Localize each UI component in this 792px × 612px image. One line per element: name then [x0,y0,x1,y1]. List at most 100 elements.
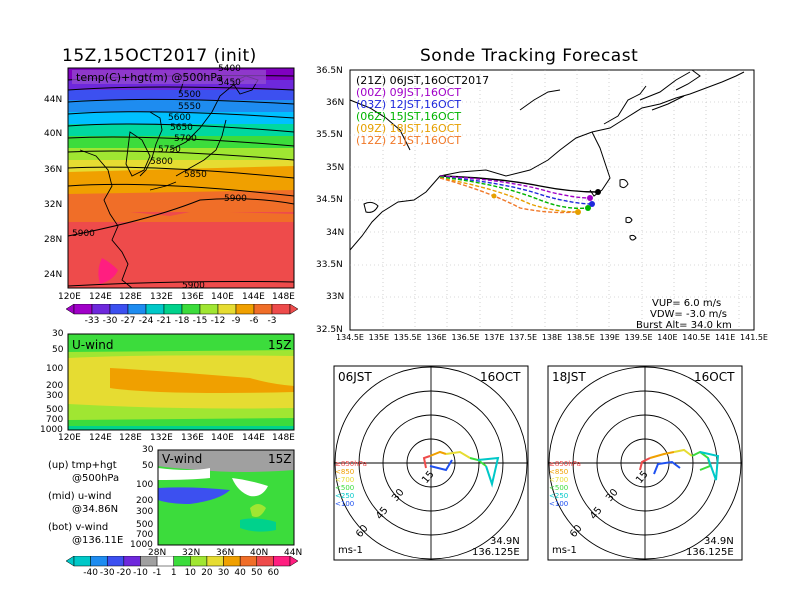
track-lat-label: 33.5N [316,260,343,270]
lat-label: 36N [44,165,63,175]
hodo-legend-entry: ≥850hPa [549,460,581,468]
pressure-label: 100 [136,480,154,490]
track-lon-label: 135E [368,333,389,342]
track-grid [350,70,754,330]
pressure-label: 200 [46,381,64,391]
pressure-label: 50 [52,345,64,355]
lon-label: 148E [272,292,295,302]
pressure-label: 100 [46,364,64,374]
colorbar-tick-label: 60 [267,568,280,578]
hodo-legend-entry: <500 [549,484,569,492]
pressure-label: 500 [136,520,154,530]
lat-label: 36N [216,548,235,558]
temp-map-frame [67,67,295,289]
hodo-right-lon: 136.125E [686,547,734,558]
temp-map-header: temp(C)+hgt(m) @500hPa [76,71,224,84]
colorbar-tick-label: -27 [120,316,136,326]
lon-label: 120E [58,292,81,302]
hodo-right-label: 18JST [552,370,586,384]
colorbar-tick-label: 50 [251,568,263,578]
hodo-left [333,365,529,561]
contour-label: 5600 [168,113,191,123]
note-mid-2: @34.86N [72,504,119,515]
contour-label: 5450 [218,78,241,88]
hodo-legend-entry: <100 [335,500,355,508]
pressure-label: 1000 [40,425,63,435]
track-lon-labels: 134.5E 135E 135.5E 136E 136.5E 137E 137.5E 138E… [0,333,792,345]
track-lon-label: 139.5E [624,333,653,342]
track-lon-label: 134.5E [336,333,364,342]
track-lon-label: 140E [657,333,678,342]
pressure-label: 30 [142,445,154,455]
colorbar-tick-label: -1 [152,568,162,578]
track-lat-label: 34N [326,228,345,238]
note-up-2: @500hPa [72,473,120,484]
lon-label: 132E [150,292,173,302]
lon-label: 140E [211,292,234,302]
colorbar-tick-label: 40 [234,568,246,578]
legend-entry: (06Z) 15JST,16OCT [356,110,462,123]
wind-colorbar [66,556,298,567]
hodo-legend-entry: <850 [549,468,569,476]
lon-label: 136E [181,433,204,443]
coastlines [79,73,259,289]
contour-label: 5900 [72,229,95,239]
colorbar-arrow-right [289,556,298,567]
lon-label: 148E [272,433,295,443]
colorbar-tick-label: -18 [174,316,190,326]
hodo-legend-entry: <250 [549,492,569,500]
colorbar-tick-label: 30 [217,568,230,578]
pressure-label: 50 [142,461,154,471]
contour-label: 5900 [224,194,247,204]
track-endpoints [491,189,601,215]
hodo-right-legend: ≥850hPa <850 <700 <500 <250 <100 [549,460,581,508]
track-lon-label: 137E [484,333,505,342]
colorbar-tick-label: -30 [99,568,115,578]
lon-label: 128E [119,433,142,443]
colorbar-tick-label: -3 [267,316,277,326]
track-lat-label: 32.5N [316,325,343,335]
colorbar-tick-label: -20 [116,568,132,578]
note-bot-2: @136.11E [72,535,124,546]
contour-label: 5800 [150,157,173,167]
track-lon-label: 137.5E [509,333,538,342]
track-lat-label: 35N [326,163,345,173]
hodo-left-label: 06JST [338,370,372,384]
track-lon-label: 138.5E [566,333,595,342]
pressure-label: 300 [136,507,154,517]
colorbar-tick-label: -9 [231,316,241,326]
param-vup: VUP= 6.0 m/s [652,298,722,309]
uwind-label: U-wind [72,338,114,352]
vwind-label: V-wind [162,452,203,466]
colorbar-tick-label: 20 [201,568,213,578]
lon-label: 124E [89,433,112,443]
track-lat-label: 33N [326,292,345,302]
param-burst: Burst Alt= 34.0 km [636,320,732,331]
lat-label: 40N [250,548,269,558]
track-lon-label: 139E [599,333,620,342]
temp-colorbar [66,304,298,315]
contour-label: 5650 [170,123,193,133]
lon-label: 132E [150,433,173,443]
hodo-right-unit: ms-1 [552,545,577,556]
contour-label: 5750 [158,145,181,155]
pressure-label: 700 [136,530,154,540]
colorbar-tick-label: -30 [102,316,118,326]
colorbar-tick-label: -12 [210,316,226,326]
hodo-left-lat: 34.9N [490,536,520,547]
hodo-right-lat: 34.9N [704,536,734,547]
track-lon-label: 136E [426,333,447,342]
contour-label: 5550 [178,102,201,112]
contour-label: 5400 [218,64,241,74]
lon-label: 140E [211,433,234,443]
lat-label: 32N [182,548,201,558]
lat-label: 44N [44,95,63,105]
lon-label: 128E [119,292,142,302]
track-legend: (21Z) 06JST,16OCT2017 (00Z) 09JST,16OCT … [356,75,489,147]
track-coastlines [349,69,745,251]
colorbar-tick-label: -33 [84,316,100,326]
track-lat-label: 34.5N [316,195,343,205]
